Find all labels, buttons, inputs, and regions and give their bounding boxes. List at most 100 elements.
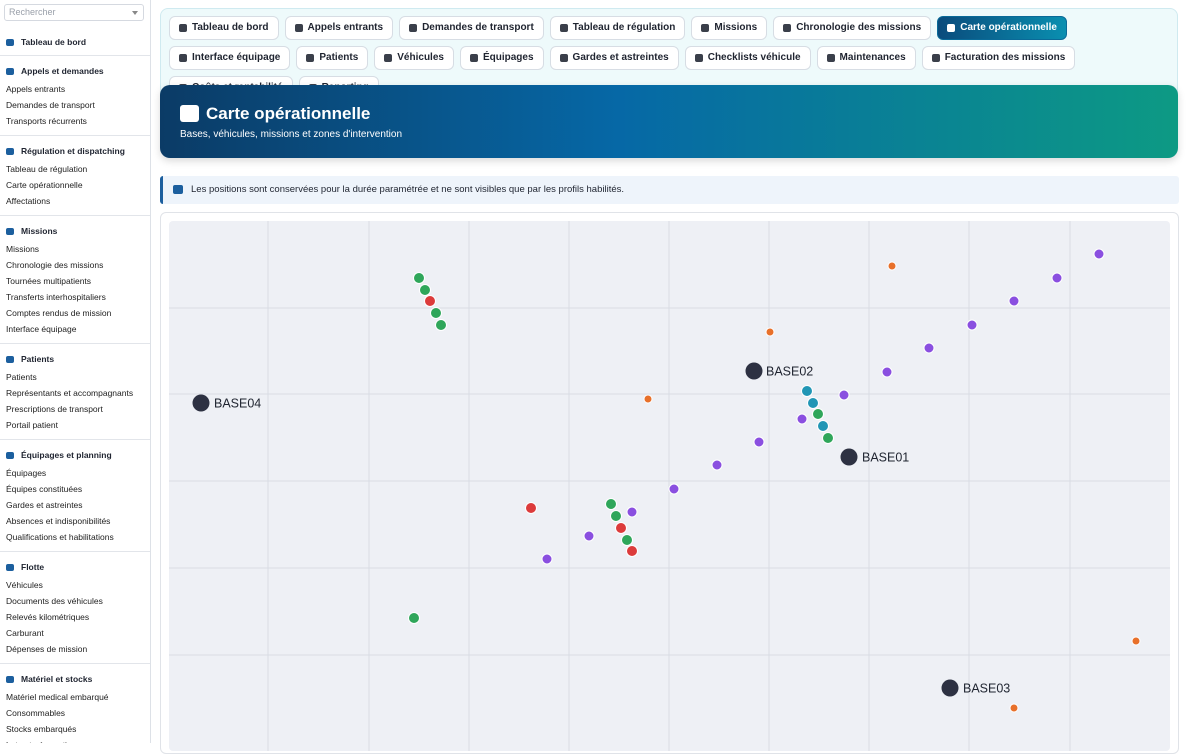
nav-link[interactable]: Absences et indisponibilités: [6, 516, 111, 526]
nav-link[interactable]: Carte opérationnelle: [6, 180, 83, 190]
tab[interactable]: Tableau de régulation: [549, 16, 686, 40]
map-markers: [408, 248, 1141, 713]
tab[interactable]: Checklists véhicule: [684, 46, 811, 70]
nav-section: Équipages et planning Équipages Équipes co…: [0, 440, 150, 552]
search-box[interactable]: Rechercher: [4, 4, 144, 21]
nav-link[interactable]: Tournées multipatients: [6, 276, 92, 286]
tab-icon: [947, 24, 956, 32]
nav-icon: [6, 67, 14, 75]
nav-link[interactable]: Transferts interhospitaliers: [6, 292, 106, 302]
map-grid: [169, 221, 1170, 751]
tab-icon: [469, 54, 478, 62]
tab[interactable]: Missions: [691, 16, 768, 40]
nav-link[interactable]: Documents des véhicules: [6, 596, 103, 606]
nav-section: Patients Patients Représentants et accompa…: [0, 344, 150, 440]
nav-section-label: Équipages et planning: [21, 450, 112, 460]
nav-section-title[interactable]: Patients: [6, 352, 144, 366]
tab[interactable]: Appels entrants: [284, 16, 394, 40]
tab-icon: [701, 24, 710, 32]
nav-link[interactable]: Gardes et astreintes: [6, 500, 83, 510]
tab-label: Checklists véhicule: [707, 52, 801, 63]
nav-link[interactable]: Patients: [6, 372, 37, 382]
nav-link[interactable]: Dépenses de mission: [6, 644, 88, 654]
nav-link[interactable]: Demandes de transport: [6, 100, 95, 110]
tab-label: Tableau de bord: [192, 22, 269, 33]
tab-icon: [931, 54, 940, 62]
nav-link[interactable]: Portail patient: [6, 420, 58, 430]
nav-section: Tableau de bord: [0, 27, 150, 56]
nav-section-title[interactable]: Régulation et dispatching: [6, 144, 144, 158]
tab[interactable]: Demandes de transport: [399, 16, 544, 40]
nav-link[interactable]: Équipages: [6, 468, 47, 478]
header-subtitle: Bases, véhicules, missions et zones d'in…: [180, 129, 403, 140]
nav-section: Régulation et dispatching Tableau de régu…: [0, 136, 150, 216]
tab-label: Missions: [714, 22, 758, 33]
base-label: BASE01: [862, 450, 909, 464]
tab[interactable]: Patients: [296, 46, 369, 70]
nav-link[interactable]: Lots et péremptions: [6, 737, 144, 743]
tab[interactable]: Gardes et astreintes: [549, 46, 679, 70]
map-panel: BASE02 BASE04 BASE01 BASE03: [160, 212, 1179, 754]
nav-section-label: Régulation et dispatching: [21, 146, 125, 156]
nav-link[interactable]: Relevés kilométriques: [6, 612, 90, 622]
tab[interactable]: Maintenances: [816, 46, 916, 70]
tab-label: Demandes de transport: [422, 22, 534, 33]
base-label: BASE03: [963, 681, 1010, 695]
notice-text: Les positions sont conservées pour la du…: [191, 184, 625, 195]
map-bases: [192, 362, 959, 697]
notice-icon: [173, 184, 183, 194]
header-icon: [180, 105, 199, 122]
nav-section-title[interactable]: Tableau de bord: [6, 35, 144, 49]
nav-link[interactable]: Appels entrants: [6, 84, 66, 94]
tab[interactable]: Carte opérationnelle: [937, 16, 1067, 40]
nav-link[interactable]: Qualifications et habilitations: [6, 532, 114, 542]
nav-link[interactable]: Affectations: [6, 196, 51, 206]
tab[interactable]: Équipages: [459, 46, 544, 70]
base-label: BASE04: [214, 396, 261, 410]
tab[interactable]: Interface équipage: [169, 46, 291, 70]
nav-section-label: Patients: [21, 354, 55, 364]
tab-icon: [559, 24, 568, 32]
tab[interactable]: Facturation des missions: [921, 46, 1076, 70]
tab[interactable]: Tableau de bord: [169, 16, 279, 40]
nav-link[interactable]: Tableau de régulation: [6, 164, 88, 174]
nav-link[interactable]: Carburant: [6, 628, 44, 638]
nav-icon: [6, 675, 14, 683]
nav-link[interactable]: Chronologie des missions: [6, 260, 104, 270]
tab-icon: [694, 54, 703, 62]
nav-link[interactable]: Consommables: [6, 708, 66, 718]
tab-icon: [559, 54, 568, 62]
nav-link[interactable]: Équipes constituées: [6, 484, 83, 494]
nav-section-label: Matériel et stocks: [21, 674, 93, 684]
nav-section-title[interactable]: Missions: [6, 224, 144, 238]
tab-label: Véhicules: [397, 52, 444, 63]
page-header: Carte opérationnelle Bases, véhicules, m…: [160, 85, 1178, 158]
nav-section-title[interactable]: Équipages et planning: [6, 448, 144, 462]
nav-link[interactable]: Représentants et accompagnants: [6, 388, 134, 398]
nav-icon: [6, 563, 14, 571]
tab-label: Maintenances: [839, 52, 906, 63]
nav-section-title[interactable]: Flotte: [6, 560, 144, 574]
nav-section-label: Tableau de bord: [21, 37, 87, 47]
nav-link[interactable]: Stocks embarqués: [6, 724, 77, 734]
nav-section: Missions Missions Chronologie des missions…: [0, 216, 150, 344]
tab-label: Équipages: [482, 52, 534, 63]
tab-label: Gardes et astreintes: [572, 52, 669, 63]
nav-link[interactable]: Missions: [6, 244, 40, 254]
nav-section-label: Missions: [21, 226, 58, 236]
tab-label: Tableau de régulation: [572, 22, 676, 33]
tab-label: Carte opérationnelle: [960, 22, 1057, 33]
nav-section-title[interactable]: Matériel et stocks: [6, 672, 144, 686]
sidebar: Rechercher Tableau de bord Appels et dema…: [0, 0, 151, 743]
nav-section-title[interactable]: Appels et demandes: [6, 64, 144, 78]
nav-link[interactable]: Interface équipage: [6, 324, 77, 334]
nav-link[interactable]: Véhicules: [6, 580, 43, 590]
tab[interactable]: Chronologie des missions: [773, 16, 932, 40]
tab[interactable]: Véhicules: [374, 46, 454, 70]
nav-link[interactable]: Transports récurrents: [6, 116, 87, 126]
nav-section: Appels et demandes Appels entrants Demande…: [0, 56, 150, 136]
nav-link[interactable]: Comptes rendus de mission: [6, 308, 112, 318]
nav-link[interactable]: Matériel medical embarqué: [6, 692, 109, 702]
nav-link[interactable]: Prescriptions de transport: [6, 404, 103, 414]
